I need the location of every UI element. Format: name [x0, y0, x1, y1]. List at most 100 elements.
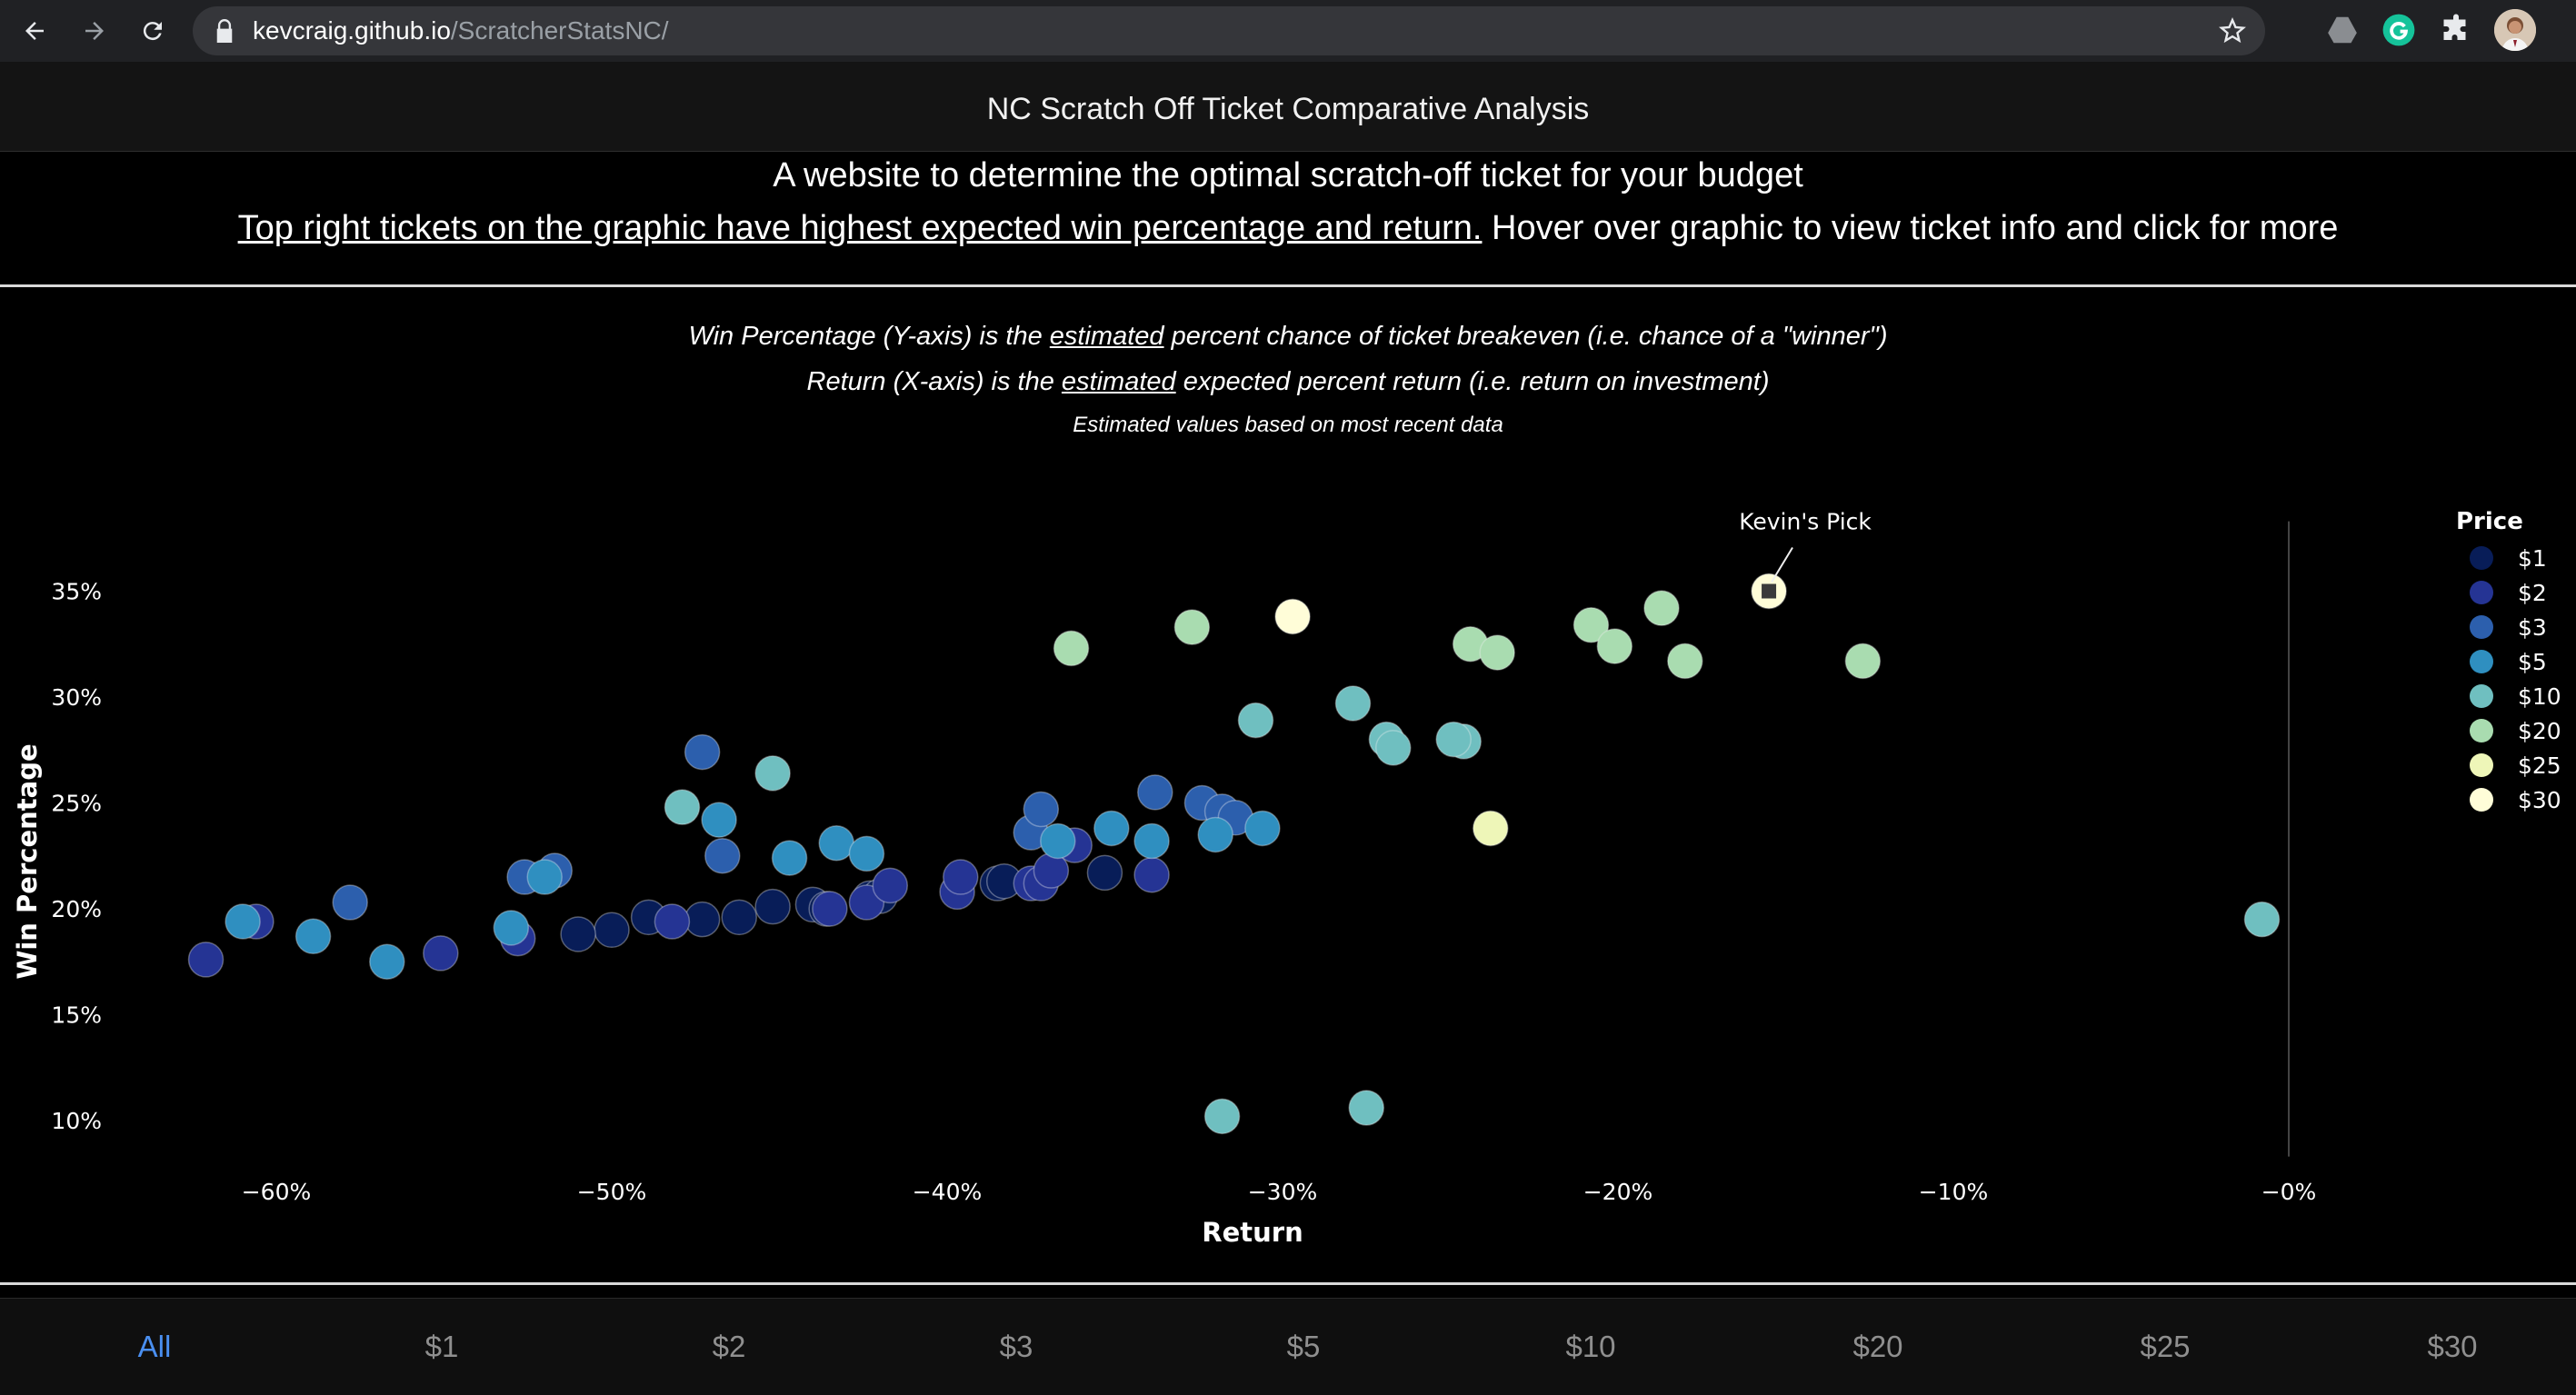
annotation-marker [1762, 583, 1777, 599]
y-tick-label: 35% [51, 579, 102, 605]
legend-label[interactable]: $3 [2518, 614, 2547, 641]
data-point[interactable] [684, 901, 721, 938]
data-point[interactable] [369, 943, 405, 980]
data-point[interactable] [1375, 730, 1412, 766]
data-point[interactable] [1023, 791, 1060, 828]
data-point[interactable] [704, 838, 741, 874]
tab-price-3[interactable]: $3 [999, 1330, 1033, 1363]
grammarly-extension-icon[interactable] [2381, 13, 2416, 47]
tab-price-2[interactable]: $2 [712, 1330, 746, 1363]
data-point[interactable] [2243, 901, 2281, 938]
y-tick-label: 10% [51, 1108, 102, 1134]
data-point[interactable] [754, 755, 791, 792]
tab-price-6[interactable]: $20 [1852, 1330, 1903, 1363]
data-point[interactable] [684, 733, 721, 771]
x-tick-label: −20% [1583, 1179, 1653, 1205]
data-point[interactable] [754, 888, 791, 925]
data-point[interactable] [1040, 822, 1076, 860]
reload-button[interactable] [131, 9, 175, 53]
page-subtitle: A website to determine the optimal scrat… [773, 156, 1803, 194]
data-point[interactable] [1274, 598, 1311, 635]
x-tick-label: −40% [913, 1179, 983, 1205]
data-point[interactable] [1093, 810, 1130, 847]
data-point[interactable] [332, 884, 368, 921]
data-point[interactable] [423, 935, 459, 972]
tab-price-7[interactable]: $25 [2140, 1330, 2191, 1363]
legend-label[interactable]: $2 [2518, 580, 2547, 606]
legend-swatch[interactable] [2470, 546, 2493, 570]
data-point[interactable] [1133, 856, 1170, 893]
data-point[interactable] [1053, 630, 1090, 667]
legend-swatch[interactable] [2470, 684, 2493, 708]
data-point[interactable] [1667, 643, 1703, 680]
legend-label[interactable]: $1 [2518, 545, 2547, 572]
data-point[interactable] [1596, 628, 1633, 664]
legend-label[interactable]: $10 [2518, 683, 2561, 710]
data-point[interactable] [1137, 774, 1173, 811]
data-point[interactable] [654, 903, 691, 940]
data-point[interactable] [560, 916, 596, 952]
series-usd-10 [664, 685, 2281, 1135]
data-point[interactable] [295, 918, 332, 955]
legend-swatch[interactable] [2470, 719, 2493, 742]
back-button[interactable] [13, 9, 56, 53]
legend-label[interactable]: $5 [2518, 649, 2547, 675]
data-point[interactable] [1643, 590, 1680, 626]
drive-extension-icon[interactable] [2325, 13, 2360, 47]
data-point[interactable] [526, 859, 563, 895]
data-point[interactable] [771, 840, 808, 876]
scatter-chart[interactable]: 10% 15% 20% 25% 30% 35% −60% −50% −40% −30% −20% −1… [0, 473, 2576, 1281]
x-axis-title: Return [1202, 1217, 1303, 1248]
address-bar[interactable]: kevcraig.github.io/ScratcherStatsNC/ [193, 6, 2265, 55]
data-point[interactable] [812, 891, 848, 927]
data-point[interactable] [1197, 816, 1233, 853]
legend-swatch[interactable] [2470, 753, 2493, 777]
data-point[interactable] [1244, 810, 1281, 847]
legend-swatch[interactable] [2470, 615, 2493, 639]
instruction-rest: Hover over graphic to view ticket info a… [1482, 209, 2339, 247]
instruction-text: Top right tickets on the graphic have hi… [0, 209, 2576, 248]
data-point[interactable] [1133, 822, 1170, 860]
data-point[interactable] [1086, 854, 1123, 892]
data-point[interactable] [818, 825, 854, 862]
data-point[interactable] [187, 942, 225, 978]
data-point[interactable] [872, 867, 909, 904]
forward-button[interactable] [73, 9, 116, 53]
profile-avatar[interactable] [2494, 9, 2536, 51]
data-point[interactable] [1435, 721, 1472, 758]
legend-label[interactable]: $20 [2518, 718, 2561, 744]
puzzle-extensions-icon[interactable] [2440, 13, 2472, 45]
data-point[interactable] [1173, 609, 1211, 645]
data-point[interactable] [1844, 643, 1882, 680]
legend-swatch[interactable] [2470, 650, 2493, 673]
data-point[interactable] [701, 802, 737, 838]
tab-price-1[interactable]: $1 [424, 1330, 459, 1363]
legend-swatch[interactable] [2470, 581, 2493, 604]
x-axis-note: Return (X-axis) is the estimated expecte… [0, 367, 2576, 397]
data-point[interactable] [664, 789, 701, 825]
data-point[interactable] [1573, 607, 1610, 643]
data-point[interactable] [1203, 1098, 1241, 1135]
tab-all[interactable]: All [137, 1330, 172, 1363]
data-point[interactable] [594, 912, 630, 949]
legend-title: Price [2456, 508, 2523, 535]
data-point[interactable] [1237, 702, 1274, 739]
data-point[interactable] [848, 835, 885, 872]
data-point[interactable] [1479, 634, 1515, 671]
bookmark-star-icon[interactable] [2218, 16, 2247, 45]
tab-price-5[interactable]: $10 [1565, 1330, 1616, 1363]
legend-label[interactable]: $30 [2518, 787, 2561, 813]
tab-price-4[interactable]: $5 [1286, 1330, 1321, 1363]
data-point[interactable] [1334, 685, 1372, 722]
data-point[interactable] [1348, 1090, 1384, 1126]
legend-swatch[interactable] [2470, 788, 2493, 812]
data-point[interactable] [1473, 810, 1509, 847]
data-point[interactable] [943, 859, 979, 895]
x-note-estimated: estimated [1061, 367, 1176, 396]
data-point[interactable] [721, 899, 757, 936]
data-point[interactable] [225, 903, 261, 940]
y-tick-label: 30% [51, 684, 102, 711]
data-point[interactable] [493, 910, 530, 946]
tab-price-8[interactable]: $30 [2427, 1330, 2478, 1363]
legend-label[interactable]: $25 [2518, 752, 2561, 779]
